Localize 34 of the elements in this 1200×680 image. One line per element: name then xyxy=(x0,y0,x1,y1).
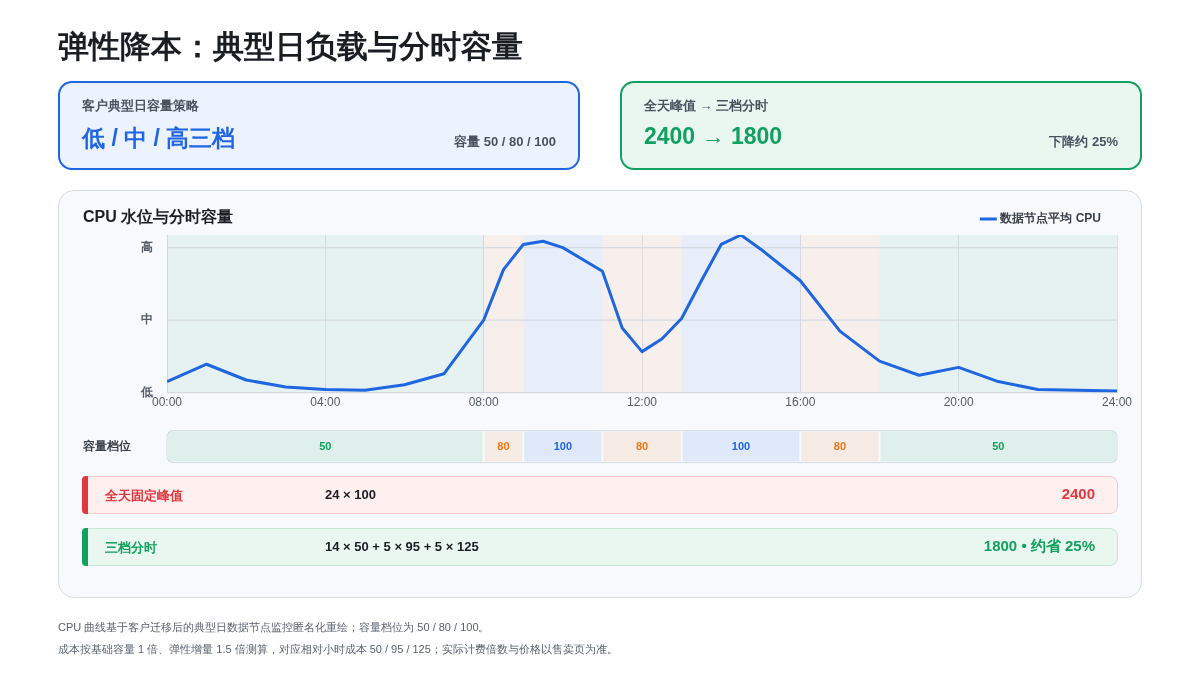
band-label: 100 xyxy=(731,439,751,452)
ref-line-label: 高 xyxy=(141,239,153,254)
x-tick-label: 04:00 xyxy=(310,395,341,410)
band-label: 50 xyxy=(319,439,332,452)
text: 容量档位 xyxy=(82,438,131,453)
text: 弹性降本：典型日负载与分时容量 xyxy=(58,28,523,66)
x-tick-label: 20:00 xyxy=(943,395,975,410)
text: 全天峰值 → 三档分时 xyxy=(644,97,769,115)
band-label: 80 xyxy=(833,439,847,452)
text: 三档分时 xyxy=(105,539,157,557)
text: 客户典型日容量策略 xyxy=(82,97,199,115)
x-tick-label: 12:00 xyxy=(626,395,658,410)
x-tick-label: 16:00 xyxy=(785,395,816,410)
text: 2400 xyxy=(1061,485,1095,502)
text: 低 / 中 / 高三档 xyxy=(82,124,236,153)
text: CPU 曲线基于客户迁移后的典型日数据节点监控匿名化重绘；容量档位为 50 / 80 / 100。 xyxy=(58,620,490,635)
text: 容量 50 / 80 / 100 xyxy=(454,133,556,151)
text: 全天固定峰值 xyxy=(105,487,183,505)
text: 2400 → 1800 xyxy=(644,123,783,150)
text: 14 × 50 + 5 × 95 + 5 × 125 xyxy=(325,539,479,554)
band-label: 100 xyxy=(553,439,573,452)
text: 下降约 25% xyxy=(1049,133,1118,151)
band-label: 50 xyxy=(992,439,1005,452)
legend-label: 数据节点平均 CPU xyxy=(999,211,1101,226)
ref-line-label: 低 xyxy=(140,384,153,399)
chart-title: CPU 水位与分时容量 xyxy=(83,207,234,227)
text: 成本按基础容量 1 倍、弹性增量 1.5 倍测算，对应相对小时成本 50 / 95 / 125；实际计费倍数与价格以售卖页为准。 xyxy=(58,642,618,657)
text: 24 × 100 xyxy=(325,487,376,502)
ref-line-label: 中 xyxy=(141,312,153,327)
band-label: 80 xyxy=(497,439,510,452)
x-tick-label: 08:00 xyxy=(468,395,500,410)
band-label: 80 xyxy=(635,439,649,452)
text: 1800 • 约省 25% xyxy=(983,537,1095,556)
x-tick-label: 24:00 xyxy=(1101,395,1133,410)
